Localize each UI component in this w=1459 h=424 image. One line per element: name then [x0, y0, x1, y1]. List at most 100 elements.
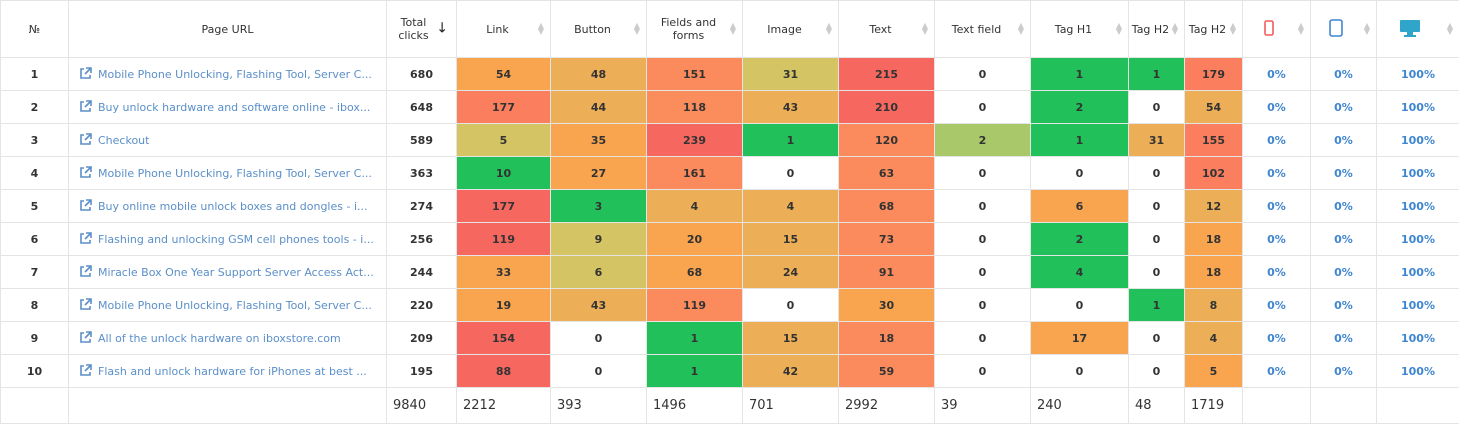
header-cell[interactable]: Button▲▼: [551, 1, 647, 58]
header-cell: Page URL: [69, 1, 387, 58]
external-link-icon: [79, 232, 92, 245]
heat-cell: 215: [839, 58, 935, 91]
page-url[interactable]: Mobile Phone Unlocking, Flashing Tool, S…: [98, 299, 372, 312]
page-url-cell[interactable]: Mobile Phone Unlocking, Flashing Tool, S…: [69, 289, 387, 322]
header-cell[interactable]: Text field▲▼: [935, 1, 1031, 58]
sort-icon[interactable]: ▲▼: [1230, 23, 1236, 35]
sort-icon[interactable]: ▲▼: [1018, 23, 1024, 35]
heat-cell: 0: [935, 157, 1031, 190]
page-url[interactable]: Flash and unlock hardware for iPhones at…: [98, 365, 367, 378]
sort-icon[interactable]: ▲▼: [1116, 23, 1122, 35]
sort-icon[interactable]: ▲▼: [1298, 23, 1304, 35]
device-share-cell: 0%: [1311, 256, 1377, 289]
sort-icon[interactable]: ▲▼: [1364, 23, 1370, 35]
heat-cell: 4: [1185, 322, 1243, 355]
heat-cell: 68: [839, 190, 935, 223]
heat-cell: 154: [457, 322, 551, 355]
page-url-cell[interactable]: Flashing and unlocking GSM cell phones t…: [69, 223, 387, 256]
heat-cell: 4: [647, 190, 743, 223]
header-cell[interactable]: Text▲▼: [839, 1, 935, 58]
device-share-cell: 100%: [1377, 223, 1459, 256]
page-url-cell[interactable]: Mobile Phone Unlocking, Flashing Tool, S…: [69, 58, 387, 91]
header-cell: №: [1, 1, 69, 58]
cell: 2: [1, 91, 69, 124]
page-url-cell[interactable]: Checkout: [69, 124, 387, 157]
empty-cell: [1, 388, 69, 424]
page-url-cell[interactable]: All of the unlock hardware on iboxstore.…: [69, 322, 387, 355]
sort-icon[interactable]: ▲▼: [634, 23, 640, 35]
cell: 6: [1, 223, 69, 256]
total-cell: 701: [743, 388, 839, 424]
heat-cell: 0: [935, 223, 1031, 256]
heat-cell: 10: [457, 157, 551, 190]
heat-cell: 2: [1031, 91, 1129, 124]
external-link-icon: [79, 199, 92, 212]
heat-cell: 179: [1185, 58, 1243, 91]
heat-cell: 63: [839, 157, 935, 190]
heat-cell: 0: [1129, 190, 1185, 223]
cell: 256: [387, 223, 457, 256]
heat-cell: 0: [551, 355, 647, 388]
heat-cell: 5: [1185, 355, 1243, 388]
total-cell: 39: [935, 388, 1031, 424]
total-cell: 1496: [647, 388, 743, 424]
header-cell[interactable]: Tag H2▲▼: [1129, 1, 1185, 58]
header-cell[interactable]: Link▲▼: [457, 1, 551, 58]
sort-icon[interactable]: ▲▼: [538, 23, 544, 35]
header-cell[interactable]: ▲▼: [1377, 1, 1459, 58]
heat-cell: 6: [1031, 190, 1129, 223]
device-share-cell: 0%: [1243, 58, 1311, 91]
sort-icon[interactable]: ▲▼: [922, 23, 928, 35]
heat-cell: 27: [551, 157, 647, 190]
empty-cell: [69, 388, 387, 424]
heat-cell: 18: [1185, 256, 1243, 289]
page-url[interactable]: Buy online mobile unlock boxes and dongl…: [98, 200, 367, 213]
page-url[interactable]: Flashing and unlocking GSM cell phones t…: [98, 233, 374, 246]
page-url[interactable]: All of the unlock hardware on iboxstore.…: [98, 332, 341, 345]
device-share-cell: 100%: [1377, 91, 1459, 124]
heat-cell: 4: [1031, 256, 1129, 289]
page-url-cell[interactable]: Miracle Box One Year Support Server Acce…: [69, 256, 387, 289]
header-cell[interactable]: ▲▼: [1243, 1, 1311, 58]
page-url-cell[interactable]: Buy unlock hardware and software online …: [69, 91, 387, 124]
page-url[interactable]: Mobile Phone Unlocking, Flashing Tool, S…: [98, 68, 372, 81]
page-url-cell[interactable]: Mobile Phone Unlocking, Flashing Tool, S…: [69, 157, 387, 190]
total-cell: 393: [551, 388, 647, 424]
heat-cell: 20: [647, 223, 743, 256]
sort-icon[interactable]: ▲▼: [1172, 23, 1178, 35]
external-link-icon: [79, 166, 92, 179]
page-url[interactable]: Buy unlock hardware and software online …: [98, 101, 370, 114]
heat-cell: 0: [1031, 157, 1129, 190]
heat-cell: 2: [1031, 223, 1129, 256]
header-cell[interactable]: Tag H1 ▲▼: [1031, 1, 1129, 58]
sort-icon[interactable]: ▲▼: [826, 23, 832, 35]
header-cell[interactable]: Total clicks↓: [387, 1, 457, 58]
external-link-icon: [79, 133, 92, 146]
heat-cell: 0: [1129, 157, 1185, 190]
page-url[interactable]: Checkout: [98, 134, 149, 147]
heat-cell: 24: [743, 256, 839, 289]
sort-icon[interactable]: ▲▼: [730, 23, 736, 35]
heat-cell: 118: [647, 91, 743, 124]
sort-active-icon[interactable]: ↓: [436, 23, 448, 36]
page-url[interactable]: Mobile Phone Unlocking, Flashing Tool, S…: [98, 167, 372, 180]
heat-cell: 0: [1031, 289, 1129, 322]
page-url-cell[interactable]: Buy online mobile unlock boxes and dongl…: [69, 190, 387, 223]
heat-cell: 155: [1185, 124, 1243, 157]
empty-cell: [1377, 388, 1459, 424]
heat-cell: 91: [839, 256, 935, 289]
sort-icon[interactable]: ▲▼: [1447, 23, 1453, 35]
header-cell[interactable]: Tag H2▲▼: [1185, 1, 1243, 58]
header-cell[interactable]: ▲▼: [1311, 1, 1377, 58]
header-label: Tag H1: [1055, 23, 1092, 36]
header-label: Image: [767, 23, 801, 36]
page-url-cell[interactable]: Flash and unlock hardware for iPhones at…: [69, 355, 387, 388]
header-cell[interactable]: Fields and forms▲▼: [647, 1, 743, 58]
heat-cell: 15: [743, 322, 839, 355]
heat-cell: 15: [743, 223, 839, 256]
cell: 648: [387, 91, 457, 124]
page-url[interactable]: Miracle Box One Year Support Server Acce…: [98, 266, 374, 279]
header-cell[interactable]: Image ▲▼: [743, 1, 839, 58]
